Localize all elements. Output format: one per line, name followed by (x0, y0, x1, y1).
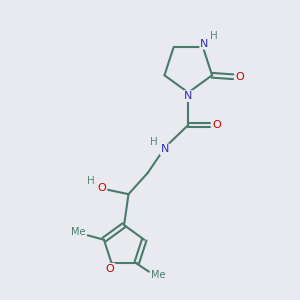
Text: O: O (106, 264, 115, 274)
Text: N: N (160, 144, 169, 154)
Text: O: O (212, 120, 221, 130)
Text: N: N (200, 39, 208, 49)
Text: H: H (150, 137, 158, 147)
Text: O: O (236, 72, 244, 82)
Text: Me: Me (151, 270, 166, 280)
Text: H: H (87, 176, 95, 186)
Text: H: H (210, 31, 218, 41)
Text: Me: Me (71, 227, 85, 237)
Text: N: N (184, 91, 193, 101)
Text: O: O (98, 183, 106, 193)
